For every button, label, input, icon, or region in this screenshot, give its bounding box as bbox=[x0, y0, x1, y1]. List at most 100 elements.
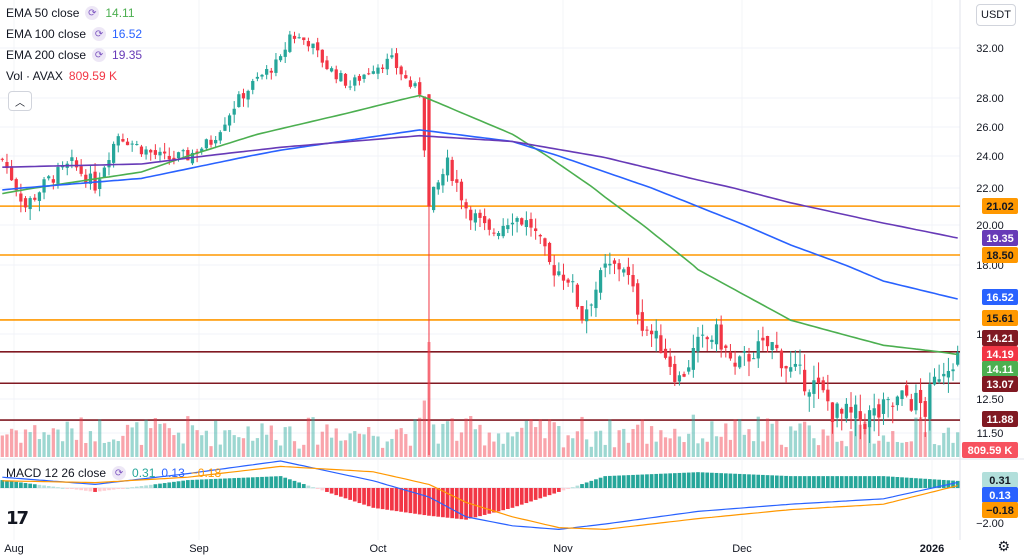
candle-body bbox=[520, 218, 524, 225]
volume-bar bbox=[501, 443, 505, 457]
candle-body bbox=[779, 350, 784, 369]
candle-body bbox=[854, 404, 858, 418]
volume-bar bbox=[905, 441, 909, 457]
macd-hist-bar bbox=[696, 472, 700, 488]
volume-bar bbox=[858, 424, 862, 457]
legend-ema200[interactable]: EMA 200 close ⟳ 19.35 bbox=[6, 48, 142, 62]
legend-volume[interactable]: Vol · AVAX 809.59 K bbox=[6, 69, 117, 83]
candle-body bbox=[28, 198, 32, 210]
legend-macd[interactable]: MACD 12 26 close ⟳ 0.31 0.13 −0.18 bbox=[6, 466, 221, 480]
macd-hist-bar bbox=[176, 481, 181, 488]
macd-hist-bar bbox=[107, 488, 111, 491]
volume-bar bbox=[844, 446, 848, 457]
macd-hist-bar bbox=[510, 488, 515, 508]
refresh-icon[interactable]: ⟳ bbox=[92, 48, 107, 62]
legend-ema100-label: EMA 100 close bbox=[6, 27, 87, 41]
volume-bar bbox=[98, 419, 102, 457]
refresh-icon[interactable]: ⟳ bbox=[112, 466, 127, 480]
macd-hist-bar bbox=[723, 473, 728, 488]
macd-hist-bar bbox=[849, 476, 853, 488]
macd-hist-bar bbox=[937, 479, 941, 488]
macd-hist-bar bbox=[111, 488, 116, 490]
price-tick-label: 24.00 bbox=[976, 151, 1004, 163]
price-axis-label-text: 15.61 bbox=[986, 313, 1014, 325]
price-axis-label-bg bbox=[982, 230, 1018, 246]
volume-bar bbox=[121, 435, 125, 457]
price-axis-label-text: 19.35 bbox=[986, 233, 1014, 245]
macd-hist-bar bbox=[329, 488, 334, 494]
candle-body bbox=[394, 53, 399, 69]
legend-ema50-label: EMA 50 close bbox=[6, 6, 80, 20]
macd-hist-bar bbox=[51, 486, 56, 488]
macd-hist-bar bbox=[672, 473, 677, 488]
macd-hist-bar bbox=[223, 478, 227, 488]
volume-bar bbox=[353, 431, 357, 457]
candle-body bbox=[241, 93, 246, 99]
volume-bar bbox=[380, 447, 385, 457]
volume-bar bbox=[830, 421, 835, 457]
candle-body bbox=[348, 86, 352, 88]
tradingview-logo-icon[interactable]: 17 bbox=[6, 508, 29, 529]
macd-hist-bar bbox=[853, 476, 858, 488]
candle-body bbox=[408, 80, 413, 87]
volume-bar bbox=[677, 436, 682, 457]
currency-selector[interactable]: USDT bbox=[976, 4, 1016, 26]
volume-bar bbox=[56, 429, 60, 457]
macd-hist-bar bbox=[264, 476, 269, 488]
candle-body bbox=[223, 124, 227, 131]
price-axis-label-bg bbox=[962, 442, 1018, 458]
candle-body bbox=[469, 209, 473, 221]
legend-ema200-value: 19.35 bbox=[112, 48, 143, 62]
macd-hist-bar bbox=[144, 485, 148, 488]
price-tick-label: 26.00 bbox=[976, 122, 1004, 134]
macd-hist-bar bbox=[691, 472, 696, 488]
macd-hist-bar bbox=[301, 484, 306, 488]
volume-bar bbox=[483, 445, 487, 457]
volume-bar bbox=[529, 419, 533, 457]
volume-bar bbox=[0, 435, 4, 457]
volume-bar bbox=[441, 423, 445, 457]
macd-hist-bar bbox=[325, 488, 329, 492]
macd-hist-bar bbox=[306, 485, 311, 488]
macd-hist-bar bbox=[482, 488, 487, 515]
volume-bar bbox=[404, 434, 408, 457]
macd-hist-bar bbox=[42, 485, 46, 488]
macd-hist-bar bbox=[895, 477, 900, 488]
legend-ema100[interactable]: EMA 100 close ⟳ 16.52 bbox=[6, 27, 142, 41]
macd-hist-bar bbox=[241, 477, 246, 488]
refresh-icon[interactable]: ⟳ bbox=[85, 6, 100, 20]
macd-hist-bar bbox=[529, 488, 533, 502]
macd-hist-bar bbox=[635, 474, 640, 488]
candle-body bbox=[807, 392, 811, 397]
price-axis-label: 16.52 bbox=[982, 289, 1018, 305]
volume-bar bbox=[793, 430, 797, 457]
volume-bar bbox=[84, 443, 88, 457]
legend-ema50[interactable]: EMA 50 close ⟳ 14.11 bbox=[6, 6, 135, 20]
price-axis-label-text: 14.19 bbox=[986, 349, 1014, 361]
macd-hist-bar bbox=[28, 483, 32, 488]
macd-hist-bar bbox=[765, 475, 770, 488]
macd-hist-bar bbox=[570, 487, 575, 489]
collapse-legend-button[interactable]: ︿ bbox=[8, 91, 32, 111]
volume-bar bbox=[543, 438, 547, 457]
macd-hist-bar bbox=[621, 475, 626, 488]
legend-volume-label: Vol · AVAX bbox=[6, 69, 63, 83]
gear-icon[interactable]: ⚙ bbox=[997, 538, 1010, 554]
macd-hist-bar bbox=[552, 488, 557, 494]
volume-bar bbox=[153, 418, 157, 457]
volume-bar bbox=[895, 441, 900, 457]
candle-body bbox=[167, 155, 171, 160]
candle-body bbox=[93, 171, 97, 191]
volume-bar bbox=[149, 428, 153, 457]
macd-hist-bar bbox=[116, 488, 121, 489]
macd-hist-bar bbox=[190, 479, 195, 488]
candle-body bbox=[747, 354, 751, 362]
volume-bar bbox=[932, 444, 937, 457]
refresh-icon[interactable]: ⟳ bbox=[92, 27, 107, 41]
macd-hist-bar bbox=[663, 473, 668, 488]
volume-bar bbox=[640, 419, 644, 457]
candle-body bbox=[821, 380, 825, 391]
volume-bar bbox=[687, 433, 691, 457]
volume-bar bbox=[251, 440, 255, 457]
